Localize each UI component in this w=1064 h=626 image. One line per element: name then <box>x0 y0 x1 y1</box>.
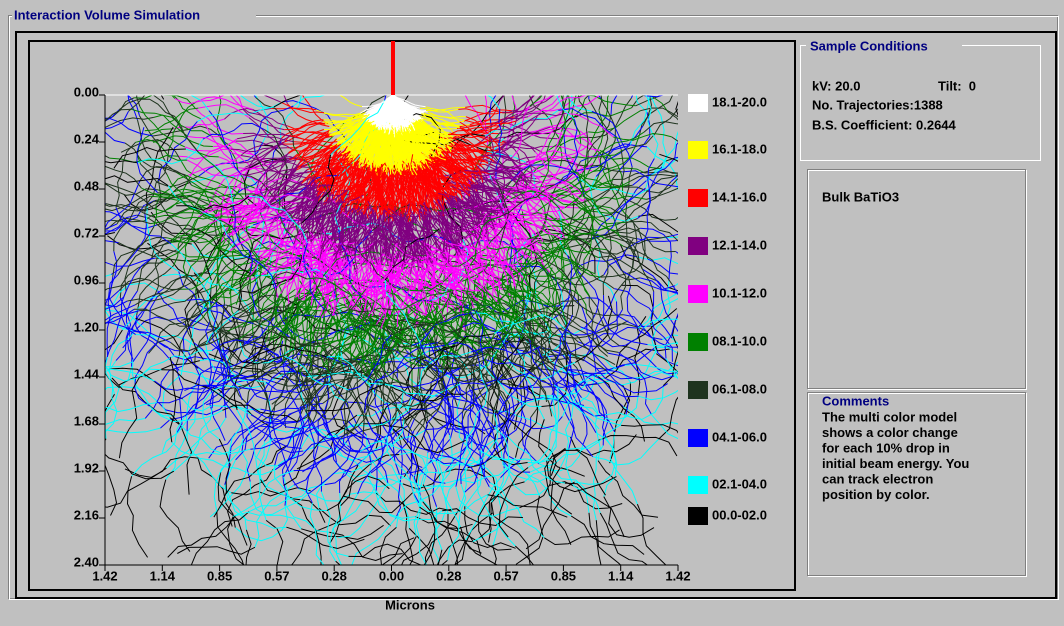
legend-label: 06.1-08.0 <box>712 381 767 396</box>
y-tick-label: 0.48 <box>74 178 99 193</box>
y-tick-label: 2.16 <box>74 507 99 522</box>
x-tick-label: 1.14 <box>608 568 634 583</box>
y-tick-label: 0.00 <box>74 84 99 99</box>
legend-label: 10.1-12.0 <box>712 285 767 300</box>
comments-title: Comments <box>822 393 889 408</box>
y-tick-label: 1.44 <box>74 366 100 381</box>
comment-line: for each 10% drop in <box>822 440 950 455</box>
x-axis-label: Microns <box>385 597 435 612</box>
comment-line: position by color. <box>822 487 930 502</box>
legend-swatch <box>688 476 708 494</box>
comment-line: The multi color model <box>822 409 957 424</box>
x-tick-label: 0.85 <box>207 568 232 583</box>
trajectories-count: No. Trajectories:1388 <box>812 97 943 112</box>
x-tick-label: 1.42 <box>92 568 117 583</box>
y-tick-label: 2.40 <box>74 554 99 569</box>
x-tick-label: 0.00 <box>379 568 404 583</box>
legend-swatch <box>688 141 708 159</box>
legend-label: 02.1-04.0 <box>712 476 767 491</box>
legend-swatch <box>688 507 708 525</box>
legend-label: 14.1-16.0 <box>712 189 767 204</box>
y-tick-label: 0.96 <box>74 272 99 287</box>
x-tick-label: 0.85 <box>551 568 576 583</box>
legend-label: 12.1-14.0 <box>712 237 767 252</box>
conditions-title: Sample Conditions <box>810 38 928 53</box>
x-tick-label: 0.28 <box>322 568 347 583</box>
legend-swatch <box>688 237 708 255</box>
x-tick-label: 0.28 <box>436 568 461 583</box>
legend-swatch <box>688 285 708 303</box>
comment-line: initial beam energy. You <box>822 456 969 471</box>
comment-line: shows a color change <box>822 425 958 440</box>
legend-label: 00.0-02.0 <box>712 507 767 522</box>
bs-coefficient: B.S. Coefficient: 0.2644 <box>812 117 957 132</box>
y-tick-label: 0.72 <box>74 225 99 240</box>
legend-swatch <box>688 94 708 112</box>
x-tick-label: 0.57 <box>493 568 518 583</box>
legend-label: 18.1-20.0 <box>712 94 767 109</box>
legend-label: 04.1-06.0 <box>712 429 767 444</box>
legend-swatch <box>688 333 708 351</box>
legend-swatch <box>688 429 708 447</box>
legend-swatch <box>688 381 708 399</box>
legend-swatch <box>688 189 708 207</box>
y-tick-label: 1.92 <box>74 460 99 475</box>
sample-name: Bulk BaTiO3 <box>822 189 899 204</box>
x-tick-label: 0.57 <box>264 568 289 583</box>
x-tick-label: 1.42 <box>665 568 690 583</box>
x-tick-label: 1.14 <box>150 568 176 583</box>
y-tick-label: 1.68 <box>74 413 99 428</box>
legend-label: 16.1-18.0 <box>712 141 767 156</box>
y-tick-label: 0.24 <box>74 131 100 146</box>
y-tick-label: 1.20 <box>74 319 99 334</box>
legend-label: 08.1-10.0 <box>712 333 767 348</box>
tilt: Tilt: 0 <box>938 78 976 93</box>
window-title: Interaction Volume Simulation <box>14 7 200 22</box>
kv: kV: 20.0 <box>812 78 860 93</box>
comment-line: can track electron <box>822 471 933 486</box>
app-window: Interaction Volume Simulation 0.00 0.24 0.… <box>0 0 1064 626</box>
